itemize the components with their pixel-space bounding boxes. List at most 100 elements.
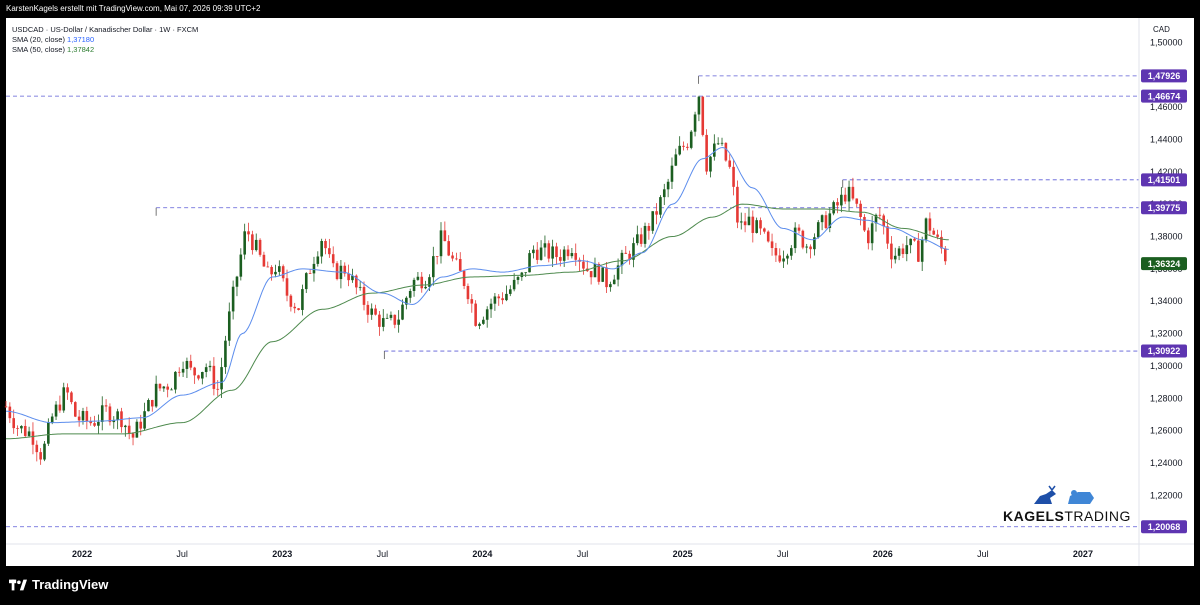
candle-body <box>147 400 150 412</box>
candle-body <box>289 295 293 307</box>
candle-body <box>262 254 266 267</box>
candle-body <box>647 225 651 231</box>
candle-body <box>620 252 624 266</box>
sma20-value: 1,37180 <box>67 35 95 44</box>
candle-body <box>135 421 139 438</box>
candle-body <box>405 297 408 305</box>
level-lines <box>6 75 1139 528</box>
candle-body <box>605 267 608 288</box>
brand-part1: KAGELS <box>1003 508 1065 524</box>
sma20-label: SMA (20, close) <box>12 35 65 44</box>
price-badge <box>1141 89 1187 103</box>
candle-body <box>158 383 162 389</box>
sma50-label: SMA (50, close) <box>12 45 65 54</box>
candle-body <box>778 255 782 262</box>
candle-body <box>655 211 658 215</box>
candle-body <box>374 308 377 315</box>
chart-area[interactable] <box>6 18 1194 566</box>
candle-body <box>320 240 323 257</box>
candle-body <box>870 223 874 244</box>
candle-body <box>482 319 485 324</box>
candle-body <box>331 254 335 264</box>
candle-body <box>12 418 15 429</box>
x-tick-label: Jul <box>977 549 989 559</box>
x-tick-label: 2026 <box>873 549 893 559</box>
candle-body <box>909 238 912 246</box>
candle-body <box>312 263 316 274</box>
candle-body <box>616 265 620 280</box>
candle-body <box>251 234 254 251</box>
sma50-value: 1,37842 <box>67 45 95 54</box>
candle-body <box>462 270 466 286</box>
candle-body <box>632 243 635 260</box>
candle-body <box>736 186 739 223</box>
candle-body <box>624 252 628 254</box>
candle-body <box>643 225 647 244</box>
x-tick-label: Jul <box>377 549 389 559</box>
candle-body <box>759 220 762 229</box>
candle-body <box>666 181 670 190</box>
candle-body <box>97 421 100 426</box>
candle-body <box>108 406 112 423</box>
candle-body <box>50 416 54 423</box>
candle-body <box>659 197 662 215</box>
candle-body <box>847 186 851 202</box>
price-badges: 1,47926 1,46674 1,41501 1,39775 1,30922 1,200… <box>1141 69 1187 534</box>
candle-body <box>813 237 816 250</box>
candle-body <box>724 142 728 161</box>
candle-body <box>220 367 223 390</box>
candle-body <box>197 375 200 379</box>
candle-body <box>597 263 601 282</box>
candle-body <box>709 156 712 172</box>
candle-body <box>447 241 450 256</box>
candle-body <box>905 245 909 255</box>
candle-body <box>335 263 339 280</box>
candle-body <box>716 143 720 145</box>
candle-body <box>254 239 258 251</box>
candle-body <box>428 277 431 287</box>
price-badge-label: 1,47926 <box>1148 71 1181 81</box>
candle-body <box>782 258 785 262</box>
x-tick-label: 2023 <box>272 549 292 559</box>
tradingview-logo[interactable]: TradingView <box>9 577 108 592</box>
candle-body <box>378 314 381 327</box>
candle-body <box>612 279 616 285</box>
y-tick-label: 1,46000 <box>1150 102 1183 112</box>
candle-body <box>532 249 535 254</box>
candle-body <box>924 218 928 240</box>
candle-body <box>693 114 697 132</box>
candle-body <box>235 276 239 287</box>
candle-body <box>920 239 924 262</box>
candle-body <box>809 246 812 250</box>
candle-body <box>85 411 89 422</box>
candle-body <box>43 443 46 460</box>
candle-body <box>127 425 131 434</box>
candle-body <box>747 216 751 226</box>
sma50-line <box>6 203 949 440</box>
price-badge-label: 1,46674 <box>1148 91 1181 101</box>
candle-body <box>224 340 227 368</box>
footer-bar <box>0 566 1200 605</box>
candle-body <box>308 273 312 274</box>
candle-body <box>701 96 705 135</box>
candle-body <box>917 240 920 262</box>
candle-body <box>154 383 158 407</box>
y-tick-label: 1,32000 <box>1150 329 1183 339</box>
x-tick-label: 2024 <box>472 549 492 559</box>
candle-body <box>20 425 23 429</box>
candle-body <box>474 303 477 326</box>
candle-body <box>301 289 304 310</box>
candle-body <box>358 286 362 288</box>
candle-body <box>901 248 905 255</box>
candle-body <box>739 221 743 223</box>
price-badge <box>1141 173 1187 187</box>
candle-body <box>247 231 250 235</box>
candle-body <box>512 279 516 290</box>
candle-body <box>570 253 574 257</box>
candle-body <box>820 215 824 223</box>
candle-body <box>689 131 693 148</box>
price-badge-label: 1,20068 <box>1148 522 1181 532</box>
candle-body <box>493 296 497 304</box>
candle-body <box>193 367 196 376</box>
